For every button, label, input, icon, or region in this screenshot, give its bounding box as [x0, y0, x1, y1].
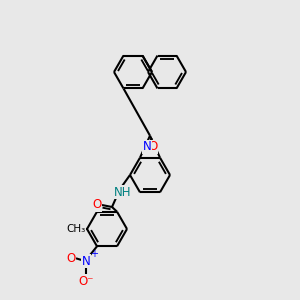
Text: CH₃: CH₃ — [66, 224, 85, 234]
Text: O: O — [66, 252, 76, 265]
Text: O: O — [92, 199, 102, 212]
Text: O⁻: O⁻ — [78, 275, 94, 288]
Text: O: O — [148, 140, 158, 153]
Text: N: N — [142, 140, 152, 153]
Text: +: + — [90, 249, 98, 259]
Text: NH: NH — [114, 185, 132, 199]
Text: N: N — [82, 255, 90, 268]
